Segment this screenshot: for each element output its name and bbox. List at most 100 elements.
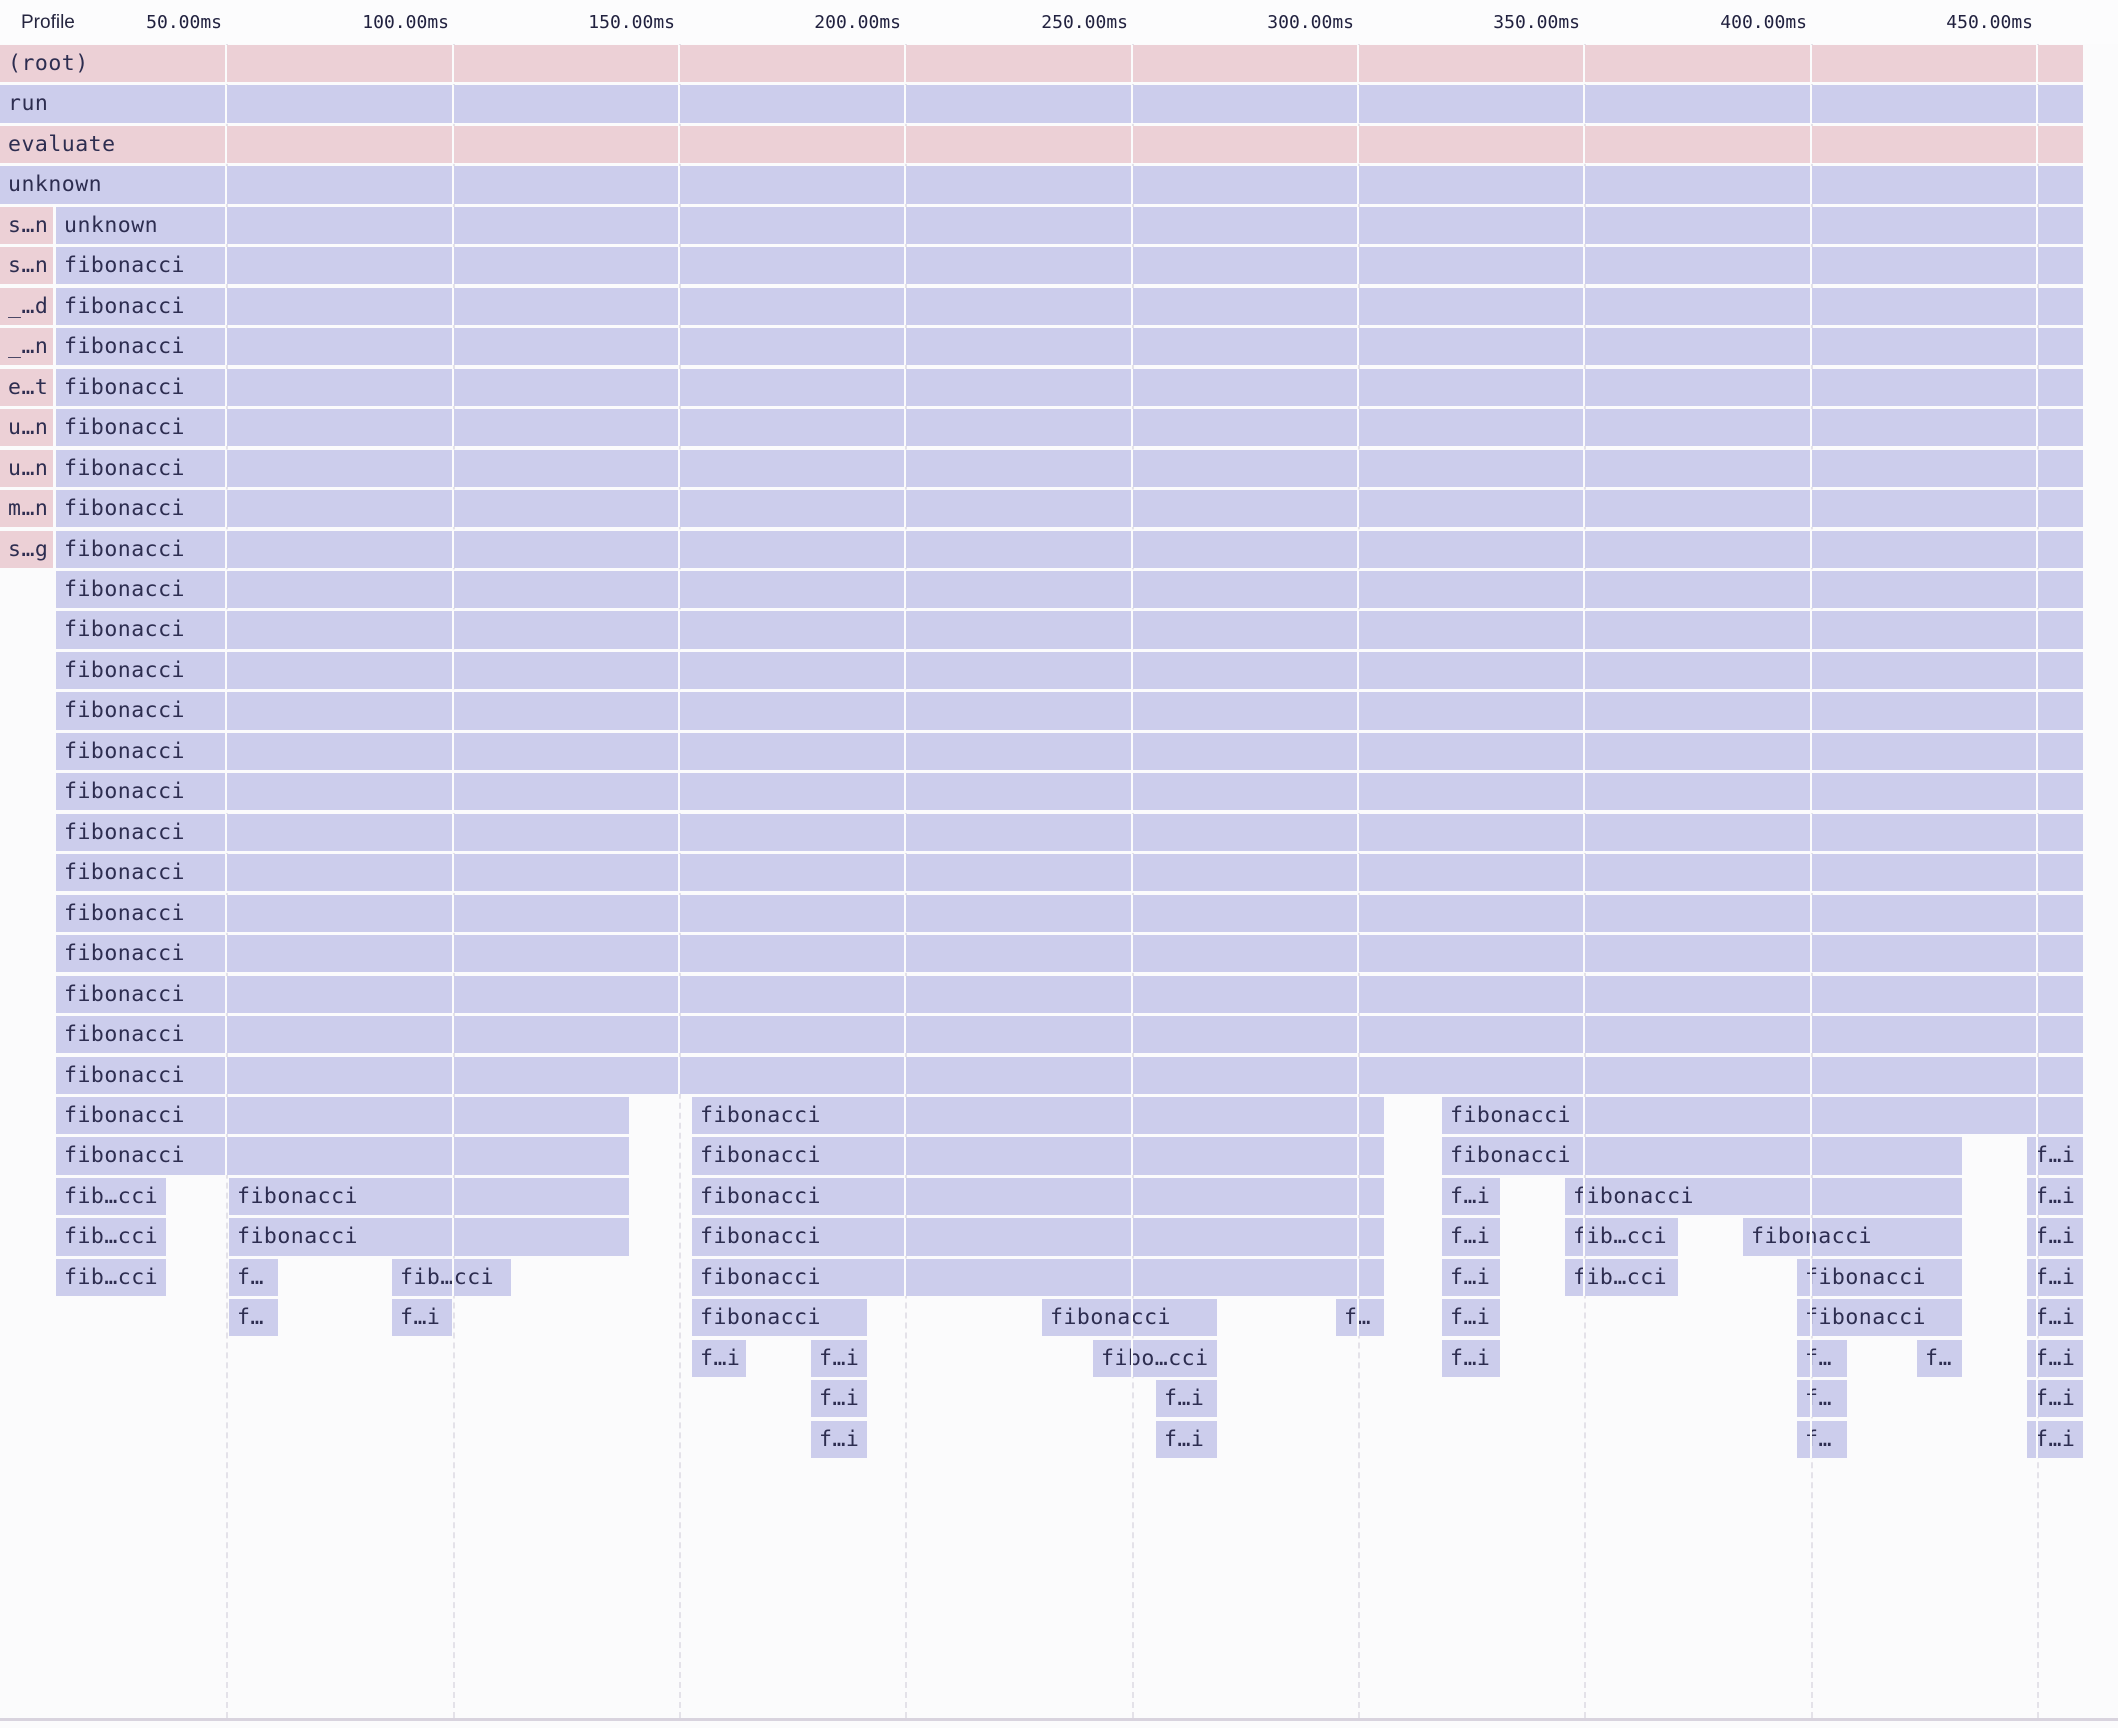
flame-bar-fibonacci[interactable]: fibonacci <box>56 490 2083 528</box>
flame-bar-fi[interactable]: f…i <box>2027 1177 2083 1216</box>
flame-bar-fibonacci[interactable]: fibonacci <box>1743 1218 1962 1256</box>
flame-bar-fibonacci[interactable]: fibonacci <box>56 1096 629 1135</box>
gridline-overlay <box>677 125 681 164</box>
flame-bar-fibonacci[interactable]: fibonacci <box>56 894 2083 932</box>
flame-bar-fi[interactable]: f…i <box>1442 1177 1500 1216</box>
gridline-overlay <box>451 45 455 83</box>
flame-bar-fi[interactable]: f…i <box>2027 1218 2083 1256</box>
flame-bar-fibonacci[interactable]: fibonacci <box>1797 1299 1962 1337</box>
flame-bar-fibonacci[interactable]: fibonacci <box>56 854 2083 892</box>
flame-bar-evaluate[interactable]: evaluate <box>0 125 2083 164</box>
flame-bar-unknown[interactable]: unknown <box>0 166 2083 204</box>
flame-bar-fi[interactable]: f…i <box>811 1420 867 1458</box>
flame-bar-fibcci[interactable]: fib…cci <box>392 1258 511 1296</box>
flame-bar-fibonacci[interactable]: fibonacci <box>56 935 2083 973</box>
flame-bar-fibonacci[interactable]: fibonacci <box>692 1258 1384 1296</box>
flame-bar-fibonacci[interactable]: fibonacci <box>229 1177 629 1216</box>
flame-bar-run[interactable]: run <box>0 85 2083 123</box>
flame-bar-fi[interactable]: f…i <box>2027 1137 2083 1175</box>
flame-bar-fi[interactable]: f…i <box>1156 1380 1217 1418</box>
flame-bar-fi[interactable]: f…i <box>811 1380 867 1418</box>
flame-bar-fibonacci[interactable]: fibonacci <box>56 1016 2083 1054</box>
flame-bar-fibonacci[interactable]: fibonacci <box>56 530 2083 568</box>
flame-bar-sg[interactable]: s…g <box>0 530 53 568</box>
flame-bar-fibonacci[interactable]: fibonacci <box>56 247 2083 285</box>
flame-bar-fibonacci[interactable]: fibonacci <box>1565 1177 1962 1216</box>
flame-bar-fibonacci[interactable]: fibonacci <box>1042 1299 1217 1337</box>
flame-bar-fibonacci[interactable]: fibonacci <box>56 1056 2083 1094</box>
gridline-overlay <box>1582 1258 1586 1296</box>
gridline-overlay <box>2035 1137 2039 1175</box>
flame-bar-fi[interactable]: f…i <box>1156 1420 1217 1458</box>
gridline-overlay <box>1130 409 1134 447</box>
flame-bar-(root)[interactable]: (root) <box>0 45 2083 83</box>
flame-bar-fibcci[interactable]: fib…cci <box>56 1218 166 1256</box>
flame-bar-fibonacci[interactable]: fibonacci <box>56 692 2083 730</box>
flame-bar-fi[interactable]: f…i <box>692 1339 746 1377</box>
flame-bar-fibonacci[interactable]: fibonacci <box>56 287 2083 325</box>
flame-bar-fibonacci[interactable]: fibonacci <box>56 368 2083 406</box>
flame-bar-fi[interactable]: f…i <box>392 1299 452 1337</box>
gridline-overlay <box>2035 530 2039 568</box>
flame-bar-et[interactable]: e…t <box>0 368 53 406</box>
flame-bar-fi[interactable]: f…i <box>2027 1299 2083 1337</box>
flame-bar-fi[interactable]: f…i <box>1442 1258 1500 1296</box>
flame-bar-fibonacci[interactable]: fibonacci <box>692 1137 1384 1175</box>
flame-bar-fibonacci[interactable]: fibonacci <box>692 1177 1384 1216</box>
flame-bar-fibonacci[interactable]: fibonacci <box>56 570 2083 609</box>
flame-bar-un[interactable]: u…n <box>0 449 53 487</box>
flame-bar-mn[interactable]: m…n <box>0 490 53 528</box>
flame-bar-fibonacci[interactable]: fibonacci <box>56 651 2083 690</box>
flame-bar-fibonacci[interactable]: fibonacci <box>56 773 2083 811</box>
flame-bar-fi[interactable]: f…i <box>1442 1218 1500 1256</box>
flame-bar-fibcci[interactable]: fib…cci <box>56 1177 166 1216</box>
flame-bar-fibcci[interactable]: fib…cci <box>1565 1218 1678 1256</box>
flame-bar-fibcci[interactable]: fib…cci <box>56 1258 166 1296</box>
flame-bar-fi[interactable]: f…i <box>1442 1339 1500 1377</box>
flame-bar-fibonacci[interactable]: fibonacci <box>56 328 2083 366</box>
gridline-overlay <box>1130 449 1134 487</box>
flame-bar-f[interactable]: f… <box>1797 1339 1847 1377</box>
flame-bar-fibcci[interactable]: fib…cci <box>1565 1258 1678 1296</box>
flame-bar-fi[interactable]: f…i <box>2027 1420 2083 1458</box>
flame-bar-f[interactable]: f… <box>1797 1380 1847 1418</box>
flame-bar-fi[interactable]: f…i <box>1442 1299 1500 1337</box>
flame-bar-fi[interactable]: f…i <box>811 1339 867 1377</box>
flame-bar-fibonacci[interactable]: fibonacci <box>56 611 2083 649</box>
flame-bar-fibonacci[interactable]: fibonacci <box>56 813 2083 851</box>
flame-bar-fibonacci[interactable]: fibonacci <box>56 732 2083 770</box>
flame-bar-label: f…i <box>1450 1345 1491 1371</box>
gridline-overlay <box>1809 1056 1813 1094</box>
gridline-overlay <box>1809 1339 1813 1377</box>
flame-bar-f[interactable]: f… <box>1797 1420 1847 1458</box>
flame-bar-fibonacci[interactable]: fibonacci <box>56 975 2083 1013</box>
flame-bar-fibonacci[interactable]: fibonacci <box>56 449 2083 487</box>
flame-bar-f[interactable]: f… <box>229 1258 278 1296</box>
flame-bar-fi[interactable]: f…i <box>2027 1380 2083 1418</box>
flame-bar-fibocci[interactable]: fibo…cci <box>1093 1339 1217 1377</box>
flame-bar-fibonacci[interactable]: fibonacci <box>1797 1258 1962 1296</box>
flame-bar-label: fibonacci <box>64 455 185 481</box>
flame-bar-fibonacci[interactable]: fibonacci <box>692 1096 1384 1135</box>
flame-bar-fi[interactable]: f…i <box>2027 1258 2083 1296</box>
flame-bar-label: fibonacci <box>64 1143 185 1169</box>
flame-bar-fi[interactable]: f…i <box>2027 1339 2083 1377</box>
flame-bar-f[interactable]: f… <box>1336 1299 1384 1337</box>
flame-bar-fibonacci[interactable]: fibonacci <box>56 1137 629 1175</box>
flame-bar-f[interactable]: f… <box>1917 1339 1962 1377</box>
flame-bar-_n[interactable]: _…n <box>0 328 53 366</box>
flame-bar-fibonacci[interactable]: fibonacci <box>1442 1096 2083 1135</box>
flame-bar-sn[interactable]: s…n <box>0 247 53 285</box>
flame-bar-_d[interactable]: _…d <box>0 287 53 325</box>
flame-bar-fibonacci[interactable]: fibonacci <box>1442 1137 1962 1175</box>
flame-bar-fibonacci[interactable]: fibonacci <box>692 1299 867 1337</box>
gridline-overlay <box>1809 1380 1813 1418</box>
flame-bar-fibonacci[interactable]: fibonacci <box>692 1218 1384 1256</box>
flame-bar-fibonacci[interactable]: fibonacci <box>229 1218 629 1256</box>
flame-bar-unknown[interactable]: unknown <box>56 206 2083 245</box>
flame-bar-fibonacci[interactable]: fibonacci <box>56 409 2083 447</box>
flame-bar-f[interactable]: f… <box>229 1299 278 1337</box>
flame-bar-sn[interactable]: s…n <box>0 206 53 245</box>
flame-bar-un[interactable]: u…n <box>0 409 53 447</box>
